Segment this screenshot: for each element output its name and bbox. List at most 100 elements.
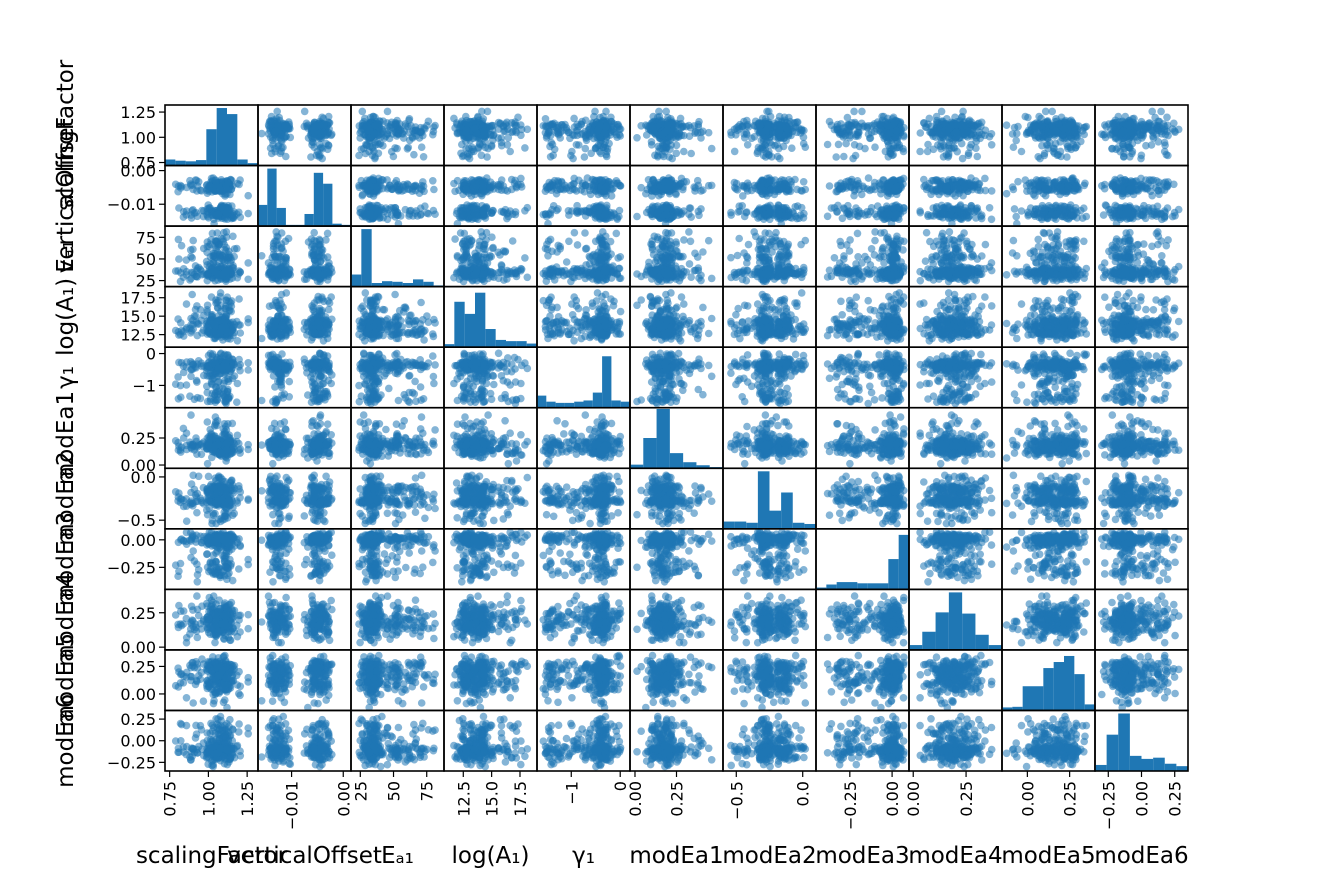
scatter-point <box>488 209 496 217</box>
scatter-point <box>664 113 672 122</box>
hist-bar-scalingFactor-2 <box>185 161 196 166</box>
scatter-point <box>1038 204 1046 212</box>
scatter-point <box>633 134 641 142</box>
scatter-point <box>402 122 410 130</box>
scatter-point <box>369 112 377 121</box>
scatter-point <box>1111 116 1120 125</box>
panel-verticalOffset-vs-modEa1 <box>629 164 724 227</box>
scatter-point <box>775 185 784 194</box>
scatter-point <box>497 134 506 142</box>
scatter-point <box>759 151 768 160</box>
scatter-point <box>1025 128 1034 137</box>
scatter-point <box>861 144 869 153</box>
scatter-point <box>923 183 932 192</box>
scatter-point <box>920 175 928 184</box>
scatter-point <box>430 185 438 194</box>
scatter-point <box>405 185 414 194</box>
scatter-point <box>1070 127 1078 136</box>
hist-bar-verticalOffset-2 <box>276 207 286 227</box>
scatter-point <box>189 206 197 214</box>
scatter-point <box>937 107 946 116</box>
scatter-point <box>1157 107 1165 116</box>
scatter-point <box>846 212 854 221</box>
scatter-point <box>833 123 841 131</box>
scatter-point <box>891 185 899 194</box>
scatter-point <box>1164 151 1172 160</box>
scatter-point <box>453 207 462 215</box>
scatter-point <box>896 176 905 185</box>
scatter-point <box>867 128 876 137</box>
scatter-point <box>666 176 674 185</box>
scatter-point <box>487 131 495 139</box>
scatter-point <box>396 185 404 194</box>
scatter-point <box>1033 185 1042 193</box>
scatter-point <box>453 176 462 185</box>
scatter-point <box>761 127 770 135</box>
scatter-point <box>1067 176 1075 185</box>
scatter-point <box>947 213 955 222</box>
scatter-point <box>767 185 775 194</box>
scatter-point <box>549 151 557 160</box>
scatter-point <box>570 114 578 123</box>
scatter-point <box>556 185 564 194</box>
scatter-point <box>244 191 252 200</box>
scatter-point <box>957 178 966 186</box>
scatter-point <box>1063 153 1071 161</box>
scatter-point <box>284 124 293 133</box>
scatter-point <box>740 134 749 142</box>
scatter-point <box>194 178 203 186</box>
scatter-point <box>945 202 953 211</box>
scatter-point <box>1153 124 1162 133</box>
scatter-point <box>324 112 333 121</box>
scatter-point <box>211 176 220 185</box>
scatter-point <box>1139 132 1147 140</box>
hist-bar-scalingFactor-0 <box>165 159 176 166</box>
scatter-point <box>791 175 799 184</box>
scatter-point <box>417 185 426 194</box>
scatter-point <box>600 211 609 219</box>
scatter-point <box>864 174 873 182</box>
scatter-point <box>944 151 953 160</box>
scatter-point <box>1017 147 1026 156</box>
scatter-point <box>1012 212 1020 221</box>
scatter-point <box>1012 136 1020 145</box>
scatter-point <box>286 133 295 142</box>
scatter-point <box>469 176 477 185</box>
scatter-point <box>1109 122 1117 131</box>
scatter-point <box>781 116 789 125</box>
scatter-point <box>376 178 385 186</box>
panel-verticalOffset-vs-modEa3 <box>815 164 910 227</box>
scatter-point <box>1048 121 1056 130</box>
panel-scalingFactor-vs-modEa1 <box>629 104 724 167</box>
scatter-point <box>873 202 882 210</box>
scatter-point <box>198 206 206 215</box>
scatter-point <box>565 128 573 136</box>
scatter-point <box>511 176 519 185</box>
scatter-point <box>512 183 521 192</box>
scatter-point <box>581 116 590 125</box>
scatter-point <box>276 149 285 158</box>
scatter-point <box>929 176 938 185</box>
scatter-point <box>743 122 751 130</box>
scatter-point <box>690 183 698 191</box>
scatter-point <box>222 209 231 217</box>
scatter-point <box>470 202 479 211</box>
scatter-point <box>429 127 438 136</box>
scatter-point <box>668 154 676 163</box>
scatter-point <box>550 176 559 185</box>
scatter-point <box>653 209 662 217</box>
scatter-point <box>517 131 525 140</box>
scatter-point <box>410 150 418 159</box>
scatter-point <box>799 178 808 186</box>
scatter-point <box>1014 177 1022 186</box>
scatter-point <box>974 183 982 192</box>
scatter-point <box>1112 145 1120 154</box>
hist-bar-verticalOffset-5 <box>304 213 314 227</box>
scatter-point <box>671 179 680 188</box>
scatter-point <box>750 133 759 141</box>
scatter-point <box>1119 127 1128 135</box>
scatter-point <box>987 215 996 224</box>
scatter-point <box>1051 127 1060 135</box>
scatter-point <box>517 174 525 183</box>
scatter-point <box>371 154 379 163</box>
